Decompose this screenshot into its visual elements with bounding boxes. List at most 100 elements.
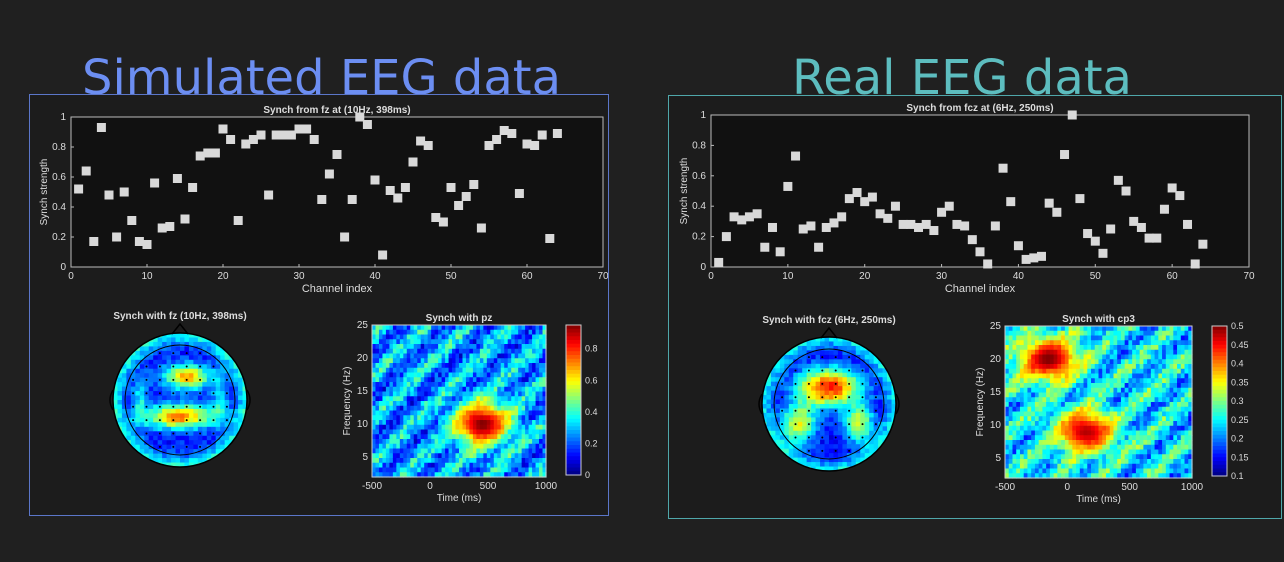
heatmap-cell: [1109, 330, 1115, 337]
heatmap-cell: [434, 377, 439, 383]
topo-cell: [175, 355, 181, 361]
heatmap-cell: [1113, 378, 1118, 384]
heatmap-cell: [518, 386, 523, 393]
topo-cell: [135, 391, 141, 397]
heatmap-cell: [462, 453, 467, 459]
heatmap-cell: [1124, 373, 1130, 379]
heatmap-cell: [417, 363, 422, 369]
heatmap-cell: [504, 344, 509, 350]
topo-cell: [130, 400, 136, 406]
heatmap-cell: [1113, 354, 1118, 360]
heatmap-cell: [493, 382, 498, 388]
topo-cell: [864, 337, 870, 343]
topo-cell: [864, 462, 870, 468]
topo-cell: [855, 368, 861, 374]
topo-cell: [762, 341, 768, 347]
heatmap-cell: [1083, 468, 1088, 474]
heatmap-cell: [518, 443, 523, 450]
heatmap-cell: [431, 462, 436, 469]
heatmap-cell: [459, 396, 464, 402]
electrode: [807, 396, 810, 399]
topo-cell: [788, 359, 794, 365]
topo-cell: [797, 439, 803, 445]
topo-cell: [766, 377, 772, 383]
heatmap-cell: [521, 377, 526, 383]
heatmap-cell: [1109, 364, 1115, 370]
heatmap-cell: [1034, 435, 1040, 441]
topo-cell: [224, 440, 230, 446]
heatmap-cell: [1031, 444, 1036, 451]
heatmap-cell: [1109, 387, 1115, 394]
heatmap-cell: [465, 334, 471, 340]
heatmap-cell: [504, 462, 509, 469]
heatmap-cell: [1005, 354, 1010, 360]
heatmap-cell: [511, 382, 516, 388]
heatmap-cell: [445, 424, 450, 431]
topo-cell: [229, 359, 235, 365]
topo-cell: [238, 377, 244, 383]
heatmap-cell: [1064, 330, 1070, 337]
heatmap-cell: [1005, 425, 1010, 432]
topo-cell: [824, 350, 830, 356]
topo-cell: [206, 408, 212, 414]
heatmap-cell: [469, 424, 474, 431]
data-point: [875, 209, 885, 219]
heatmap-cell: [532, 448, 537, 454]
heatmap-cell: [1124, 459, 1130, 465]
topo-cell: [193, 408, 199, 414]
heatmap-cell: [1079, 473, 1085, 479]
heatmap-cell: [1057, 402, 1062, 408]
simulated-panel: Synch from fz at (10Hz, 398ms) 0 10 20 30 40 5…: [29, 94, 609, 516]
topo-cell: [860, 377, 866, 383]
heatmap-cell: [1135, 402, 1141, 408]
topo-cell: [220, 364, 226, 370]
heatmap-cell: [1117, 440, 1122, 446]
heatmap-cell: [399, 401, 404, 407]
heatmap-cell: [410, 329, 415, 336]
heatmap-cell: [1109, 406, 1115, 413]
heatmap-cell: [490, 377, 495, 383]
topo-cell: [762, 408, 768, 414]
heatmap-cell: [497, 462, 502, 469]
topo-cell: [802, 435, 808, 441]
heatmap-cell: [483, 367, 488, 374]
heatmap-cell: [1143, 335, 1148, 341]
heatmap-cell: [532, 377, 537, 383]
topo-cell: [135, 377, 141, 383]
heatmap-cell: [1083, 397, 1088, 403]
topo-cell: [224, 395, 230, 401]
topo-cell: [242, 391, 247, 397]
heatmap-cell: [1038, 473, 1043, 479]
electrode: [132, 405, 135, 408]
heatmap-cell: [424, 434, 429, 440]
topo-cell: [855, 408, 861, 414]
topo-cell: [855, 359, 861, 365]
topo-cell: [846, 377, 852, 383]
heatmap-cell: [1034, 402, 1040, 408]
topo-cell: [842, 350, 848, 356]
topo-cell: [824, 354, 830, 360]
heatmap-cell: [472, 448, 477, 454]
heatmap-cell: [1061, 373, 1066, 379]
topo-cell: [829, 426, 835, 432]
topo-cell: [157, 435, 163, 441]
heatmap-cell: [1128, 421, 1133, 427]
topo-cell: [860, 439, 866, 445]
heatmap-cell: [493, 386, 498, 393]
topo-cell: [157, 373, 163, 379]
heatmap-cell: [465, 396, 471, 402]
heatmap-cell: [410, 429, 415, 435]
heatmap-cell: [403, 367, 408, 374]
heatmap-cell: [438, 344, 443, 350]
heatmap-cell: [1005, 373, 1010, 379]
heatmap-cell: [497, 415, 502, 421]
topo-cell: [788, 395, 794, 401]
heatmap-cell: [462, 339, 467, 345]
heatmap-cell: [535, 329, 540, 336]
heatmap-cell: [1049, 425, 1055, 432]
colorbar-tick-label: 0.2: [585, 438, 598, 448]
heatmap-cell: [434, 386, 439, 393]
topo-cell: [166, 382, 172, 388]
heatmap-cell: [424, 358, 429, 364]
